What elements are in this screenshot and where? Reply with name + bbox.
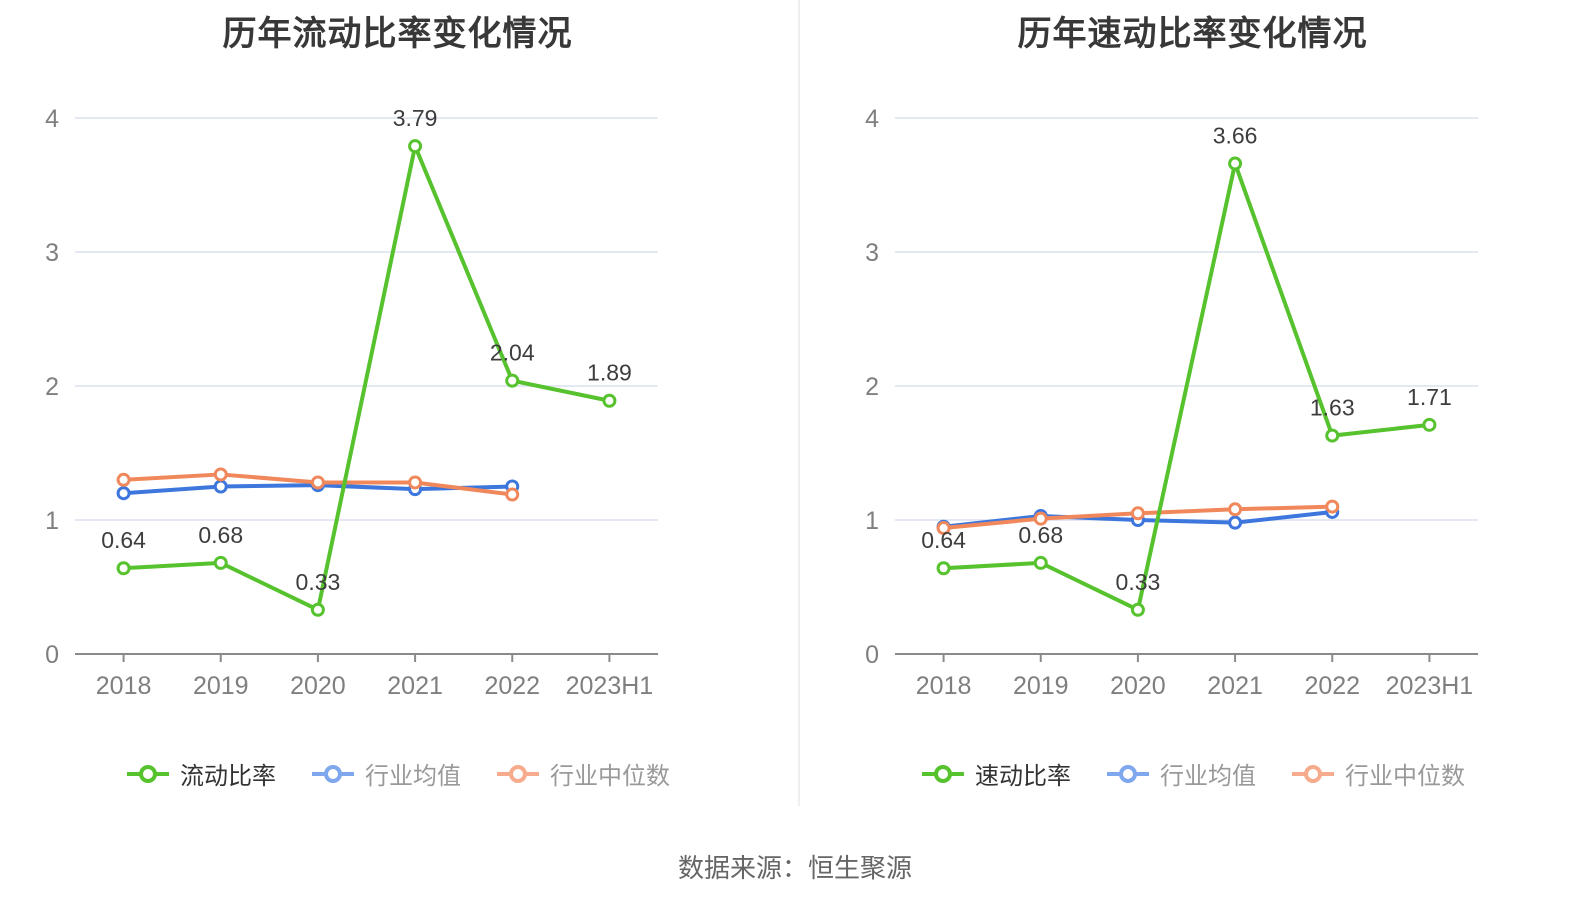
x-axis-tick-label: 2023H1 bbox=[566, 672, 654, 700]
chart-canvas-0: 0 1 2 3 4 2018 2019 2020 2021 2022 2023H1 0.64 0.68 0… bbox=[45, 105, 658, 700]
value-label: 1.71 bbox=[1407, 384, 1452, 410]
chart-title-quick-ratio: 历年速动比率变化情况 bbox=[1017, 15, 1368, 53]
line-series-icon bbox=[922, 764, 964, 783]
y-axis-tick-label: 4 bbox=[865, 105, 879, 133]
data-point-行业中位数-2022[interactable] bbox=[1325, 499, 1340, 514]
legend-item-industry-mean[interactable]: 行业均值 bbox=[310, 756, 461, 791]
value-label: 0.64 bbox=[921, 527, 966, 553]
data-point-行业中位数-2018[interactable] bbox=[116, 472, 131, 487]
legend-label: 行业中位数 bbox=[550, 763, 670, 790]
data-point-流动比率-2023H1[interactable] bbox=[602, 393, 617, 408]
y-axis-tick-label: 2 bbox=[45, 373, 59, 401]
x-axis-tick-label: 2018 bbox=[96, 672, 152, 700]
series-line-流动比率 bbox=[121, 144, 612, 612]
data-point-行业均值-2021[interactable] bbox=[1228, 515, 1243, 530]
x-axis-tick-label: 2021 bbox=[1207, 672, 1263, 700]
data-point-速动比率-2020[interactable] bbox=[1130, 602, 1145, 617]
value-label: 3.66 bbox=[1213, 123, 1258, 149]
data-point-行业均值-2019[interactable] bbox=[213, 479, 228, 494]
quick-ratio-chart-panel: 0 1 2 3 4 2018 2019 2020 2021 2022 2023H1 0.64 0.68 0… bbox=[795, 0, 1590, 810]
data-point-速动比率-2018[interactable] bbox=[936, 561, 951, 576]
chart-canvas-1: 0 1 2 3 4 2018 2019 2020 2021 2022 2023H1 0.64 0.68 0… bbox=[865, 105, 1478, 700]
x-axis-tick-label: 2019 bbox=[1013, 672, 1069, 700]
data-point-行业中位数-2021[interactable] bbox=[408, 475, 423, 490]
y-axis-tick-label: 1 bbox=[865, 507, 879, 535]
y-axis-tick-label: 3 bbox=[45, 239, 59, 267]
legend-quick-ratio: 速动比率 行业均值 行业中位数 bbox=[795, 756, 1590, 791]
line-series-icon bbox=[1292, 764, 1334, 783]
y-axis-tick-label: 3 bbox=[865, 239, 879, 267]
line-series-icon bbox=[312, 764, 354, 783]
data-point-行业均值-2018[interactable] bbox=[116, 486, 131, 501]
data-point-流动比率-2019[interactable] bbox=[213, 555, 228, 570]
legend-item-quick-ratio[interactable]: 速动比率 bbox=[920, 756, 1071, 791]
series-line-速动比率 bbox=[941, 161, 1432, 612]
x-axis-tick-label: 2018 bbox=[916, 672, 972, 700]
legend-item-industry-mean[interactable]: 行业均值 bbox=[1105, 756, 1256, 791]
y-axis-tick-label: 2 bbox=[865, 373, 879, 401]
value-label: 3.79 bbox=[393, 105, 438, 131]
legend-label: 行业均值 bbox=[1160, 763, 1256, 790]
data-source-text: 数据来源：恒生聚源 bbox=[677, 853, 912, 883]
y-axis-tick-label: 0 bbox=[865, 641, 879, 669]
x-axis-tick-label: 2023H1 bbox=[1386, 672, 1474, 700]
line-series-icon bbox=[497, 764, 539, 783]
panel-divider bbox=[798, 0, 800, 806]
data-point-流动比率-2018[interactable] bbox=[116, 561, 131, 576]
x-axis-tick-label: 2022 bbox=[484, 672, 540, 700]
x-axis-tick-label: 2021 bbox=[387, 672, 443, 700]
value-label: 0.33 bbox=[1116, 569, 1161, 595]
legend-current-ratio: 流动比率 行业均值 行业中位数 bbox=[0, 756, 795, 791]
legend-label: 行业中位数 bbox=[1345, 763, 1465, 790]
data-point-行业中位数-2020[interactable] bbox=[1130, 506, 1145, 521]
current-ratio-chart-panel: 0 1 2 3 4 2018 2019 2020 2021 2022 2023H1 0.64 0.68 0… bbox=[0, 0, 795, 810]
legend-label: 速动比率 bbox=[975, 763, 1071, 790]
line-series-icon bbox=[1107, 764, 1149, 783]
legend-label: 行业均值 bbox=[365, 763, 461, 790]
data-point-流动比率-2020[interactable] bbox=[310, 602, 325, 617]
data-point-行业中位数-2019[interactable] bbox=[1033, 511, 1048, 526]
x-axis-tick-label: 2020 bbox=[1110, 672, 1166, 700]
line-series-icon bbox=[127, 764, 169, 783]
value-label: 2.04 bbox=[490, 340, 535, 366]
value-label: 1.89 bbox=[587, 360, 632, 386]
chart-title-current-ratio: 历年流动比率变化情况 bbox=[222, 15, 573, 53]
data-point-行业中位数-2018[interactable] bbox=[936, 521, 951, 536]
value-label: 0.68 bbox=[198, 522, 243, 548]
data-point-行业中位数-2021[interactable] bbox=[1228, 502, 1243, 517]
x-axis-tick-label: 2020 bbox=[290, 672, 346, 700]
data-point-流动比率-2022[interactable] bbox=[505, 373, 520, 388]
data-point-流动比率-2021[interactable] bbox=[408, 139, 423, 154]
data-point-速动比率-2019[interactable] bbox=[1033, 555, 1048, 570]
data-point-行业中位数-2020[interactable] bbox=[310, 475, 325, 490]
value-label: 1.63 bbox=[1310, 395, 1355, 421]
y-axis-tick-label: 0 bbox=[45, 641, 59, 669]
legend-item-industry-median[interactable]: 行业中位数 bbox=[1290, 756, 1465, 791]
value-label: 0.33 bbox=[296, 569, 341, 595]
legend-label: 流动比率 bbox=[180, 763, 276, 790]
y-axis-tick-label: 4 bbox=[45, 105, 59, 133]
legend-item-current-ratio[interactable]: 流动比率 bbox=[125, 756, 276, 791]
value-label: 0.64 bbox=[101, 527, 146, 553]
data-point-行业中位数-2019[interactable] bbox=[213, 467, 228, 482]
legend-item-industry-median[interactable]: 行业中位数 bbox=[495, 756, 670, 791]
data-point-速动比率-2022[interactable] bbox=[1325, 428, 1340, 443]
data-point-速动比率-2021[interactable] bbox=[1228, 156, 1243, 171]
data-point-速动比率-2023H1[interactable] bbox=[1422, 417, 1437, 432]
value-label: 0.68 bbox=[1018, 522, 1063, 548]
y-axis-tick-label: 1 bbox=[45, 507, 59, 535]
data-point-行业中位数-2022[interactable] bbox=[505, 487, 520, 502]
x-axis-tick-label: 2022 bbox=[1304, 672, 1360, 700]
x-axis-tick-label: 2019 bbox=[193, 672, 249, 700]
